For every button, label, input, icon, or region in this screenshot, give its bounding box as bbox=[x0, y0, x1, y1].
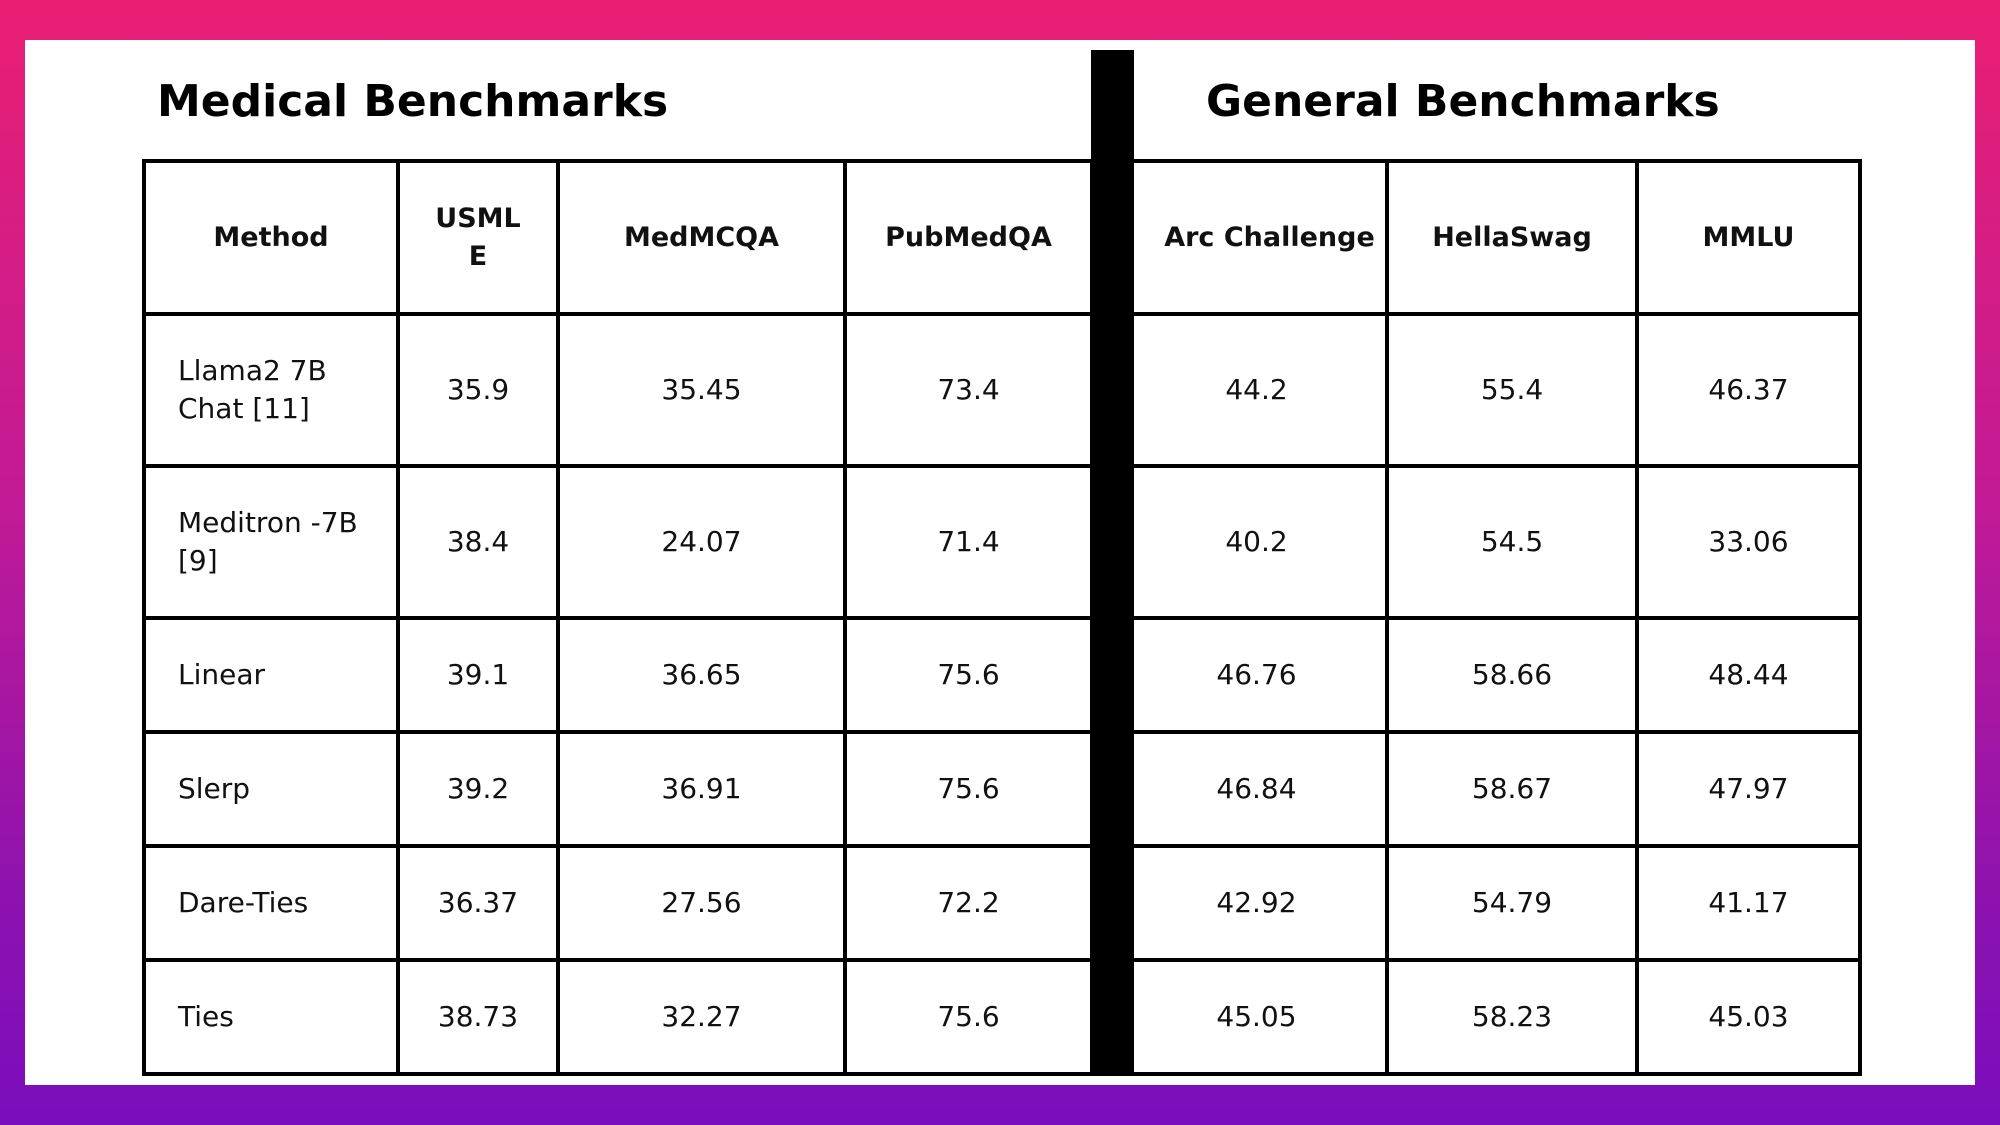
col-header-usmle: USMLE bbox=[396, 159, 560, 316]
cell-medmcqa: 36.65 bbox=[556, 616, 847, 734]
cell-pubmedqa: 75.6 bbox=[843, 616, 1094, 734]
cell-medmcqa: 36.91 bbox=[556, 730, 847, 848]
cell-mmlu: 45.03 bbox=[1635, 958, 1862, 1076]
cell-method: Llama2 7B Chat [11] bbox=[142, 312, 400, 468]
cell-medmcqa: 27.56 bbox=[556, 844, 847, 962]
cell-method: Meditron -7B [9] bbox=[142, 464, 400, 620]
cell-arc-challenge: 40.2 bbox=[1090, 464, 1389, 620]
cell-method: Dare-Ties bbox=[142, 844, 400, 962]
cell-hellaswag: 55.4 bbox=[1385, 312, 1639, 468]
table-row: Dare-Ties 36.37 27.56 72.2 42.92 54.79 41.17 bbox=[142, 844, 1862, 962]
cell-medmcqa: 32.27 bbox=[556, 958, 847, 1076]
col-header-hellaswag: HellaSwag bbox=[1385, 159, 1639, 316]
table-row: Llama2 7B Chat [11] 35.9 35.45 73.4 44.2 55.4… bbox=[142, 312, 1862, 468]
col-header-method: Method bbox=[142, 159, 400, 316]
cell-usmle: 35.9 bbox=[396, 312, 560, 468]
table-row: Meditron -7B [9] 38.4 24.07 71.4 40.2 54.5 33.… bbox=[142, 464, 1862, 620]
cell-mmlu: 33.06 bbox=[1635, 464, 1862, 620]
cell-method: Ties bbox=[142, 958, 400, 1076]
cell-pubmedqa: 73.4 bbox=[843, 312, 1094, 468]
benchmark-table: Method USMLE MedMCQA PubMedQA Arc Challe… bbox=[142, 159, 1862, 1076]
table-body: Llama2 7B Chat [11] 35.9 35.45 73.4 44.2 55.4… bbox=[142, 312, 1862, 1076]
cell-mmlu: 48.44 bbox=[1635, 616, 1862, 734]
cell-mmlu: 46.37 bbox=[1635, 312, 1862, 468]
cell-hellaswag: 58.66 bbox=[1385, 616, 1639, 734]
cell-pubmedqa: 75.6 bbox=[843, 958, 1094, 1076]
cell-usmle: 38.4 bbox=[396, 464, 560, 620]
col-header-medmcqa: MedMCQA bbox=[556, 159, 847, 316]
cell-hellaswag: 58.23 bbox=[1385, 958, 1639, 1076]
cell-hellaswag: 54.5 bbox=[1385, 464, 1639, 620]
cell-usmle: 38.73 bbox=[396, 958, 560, 1076]
general-benchmarks-title: General Benchmarks bbox=[1206, 76, 1720, 127]
cell-usmle: 36.37 bbox=[396, 844, 560, 962]
header-row: Method USMLE MedMCQA PubMedQA Arc Challe… bbox=[142, 159, 1862, 316]
cell-arc-challenge: 46.76 bbox=[1090, 616, 1389, 734]
cell-arc-challenge: 45.05 bbox=[1090, 958, 1389, 1076]
cell-method: Linear bbox=[142, 616, 400, 734]
cell-arc-challenge: 42.92 bbox=[1090, 844, 1389, 962]
cell-medmcqa: 35.45 bbox=[556, 312, 847, 468]
section-divider bbox=[1091, 50, 1134, 1074]
col-header-mmlu: MMLU bbox=[1635, 159, 1862, 316]
cell-hellaswag: 58.67 bbox=[1385, 730, 1639, 848]
cell-usmle: 39.2 bbox=[396, 730, 560, 848]
cell-method: Slerp bbox=[142, 730, 400, 848]
table-row: Ties 38.73 32.27 75.6 45.05 58.23 45.03 bbox=[142, 958, 1862, 1076]
cell-pubmedqa: 72.2 bbox=[843, 844, 1094, 962]
cell-arc-challenge: 44.2 bbox=[1090, 312, 1389, 468]
col-header-pubmedqa: PubMedQA bbox=[843, 159, 1094, 316]
cell-pubmedqa: 71.4 bbox=[843, 464, 1094, 620]
cell-arc-challenge: 46.84 bbox=[1090, 730, 1389, 848]
cell-usmle: 39.1 bbox=[396, 616, 560, 734]
table-row: Linear 39.1 36.65 75.6 46.76 58.66 48.44 bbox=[142, 616, 1862, 734]
col-header-arc-challenge: Arc Challenge bbox=[1090, 159, 1389, 316]
cell-mmlu: 41.17 bbox=[1635, 844, 1862, 962]
cell-medmcqa: 24.07 bbox=[556, 464, 847, 620]
cell-pubmedqa: 75.6 bbox=[843, 730, 1094, 848]
cell-mmlu: 47.97 bbox=[1635, 730, 1862, 848]
table-row: Slerp 39.2 36.91 75.6 46.84 58.67 47.97 bbox=[142, 730, 1862, 848]
cell-hellaswag: 54.79 bbox=[1385, 844, 1639, 962]
medical-benchmarks-title: Medical Benchmarks bbox=[157, 76, 669, 127]
